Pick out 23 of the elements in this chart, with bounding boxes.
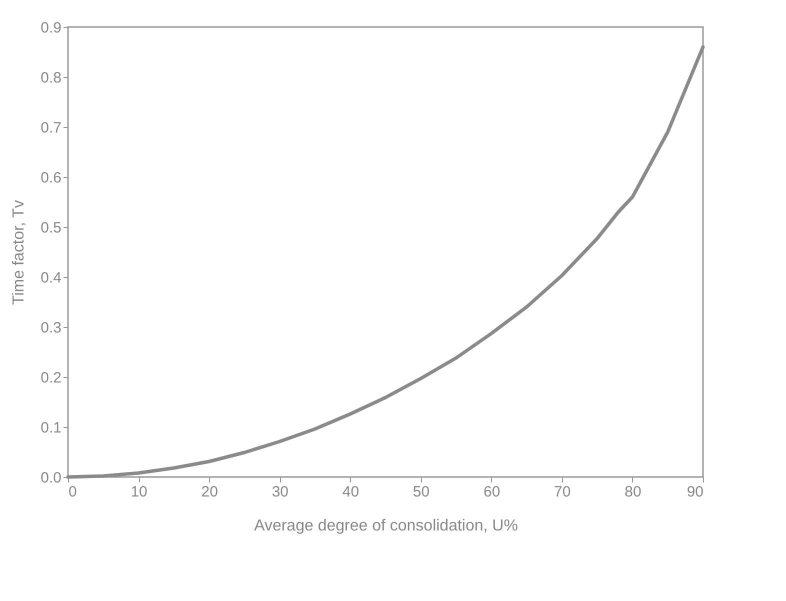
x-tick-label: 80 (624, 484, 642, 500)
y-tick-label: 0.0 (40, 470, 62, 486)
y-tick-label: 0.4 (40, 270, 62, 286)
y-tick-label: 0.1 (40, 420, 62, 436)
x-tick-label: 10 (130, 484, 148, 500)
y-tick-label: 0.8 (40, 70, 62, 86)
y-tick-label: 0.3 (40, 320, 62, 336)
y-tick-label: 0.5 (40, 220, 62, 236)
y-tick-label: 0.7 (40, 120, 62, 136)
y-tick-label: 0.2 (40, 370, 62, 386)
y-axis-title: Time factor, Tv (10, 200, 28, 305)
x-tick-label: 90 (686, 484, 704, 500)
x-tick-label: 60 (483, 484, 500, 500)
x-axis-title: Average degree of consolidation, U% (254, 518, 518, 534)
y-tick-label: 0.6 (40, 170, 62, 186)
line-series (66, 45, 705, 479)
x-tick-label: 20 (201, 484, 218, 500)
x-tick-label: 70 (554, 484, 571, 500)
x-tick-label: 50 (412, 484, 430, 500)
x-tick-label: 30 (272, 484, 289, 500)
x-tick-label: 40 (342, 484, 360, 500)
x-tick-label: 0 (68, 484, 77, 500)
y-tick-label: 0.9 (40, 20, 62, 36)
